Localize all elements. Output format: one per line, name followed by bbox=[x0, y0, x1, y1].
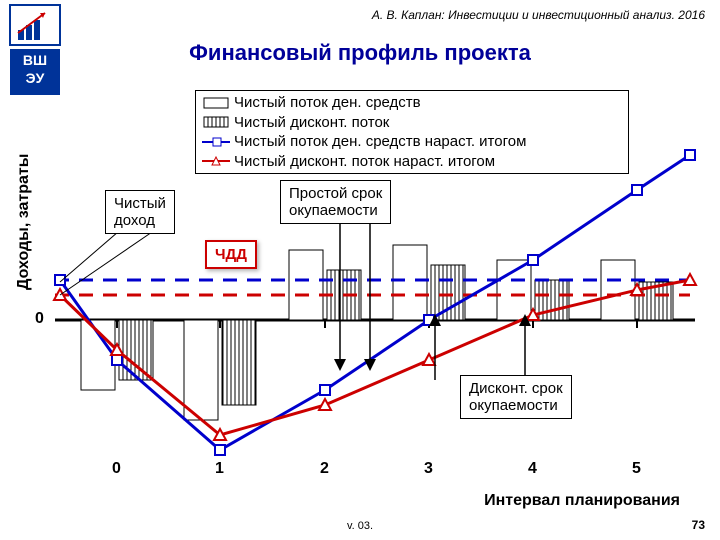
svg-text:ЭУ: ЭУ bbox=[26, 70, 45, 86]
x-tick: 2 bbox=[320, 460, 329, 478]
x-axis-label: Интервал планирования bbox=[484, 492, 680, 510]
x-tick: 0 bbox=[112, 460, 121, 478]
x-tick: 1 bbox=[215, 460, 224, 478]
header-text: А. В. Каплан: Инвестиции и инвестиционны… bbox=[372, 8, 705, 22]
y-axis-label: Доходы, затраты bbox=[15, 154, 33, 290]
legend-label: Чистый дисконт. поток нараст. итогом bbox=[234, 152, 495, 172]
zero-label: 0 bbox=[35, 310, 44, 328]
page-title: Финансовый профиль проекта bbox=[0, 40, 720, 66]
legend-label: Чистый поток ден. средств нараст. итогом bbox=[234, 132, 526, 152]
footer-version: v. 03. bbox=[347, 520, 373, 532]
footer-page: 73 bbox=[692, 518, 705, 532]
legend: Чистый поток ден. средств Чистый дисконт… bbox=[195, 90, 629, 174]
callout-payback-disc: Дисконт. срок окупаемости bbox=[460, 375, 572, 419]
callout-payback-simple: Простой срок окупаемости bbox=[280, 180, 391, 224]
chart: Чистый доход ЧДД Простой срок окупаемост… bbox=[65, 90, 695, 470]
callout-netincome: Чистый доход bbox=[105, 190, 175, 234]
legend-label: Чистый дисконт. поток bbox=[234, 113, 389, 133]
callout-npv: ЧДД bbox=[205, 240, 257, 269]
legend-label: Чистый поток ден. средств bbox=[234, 93, 421, 113]
x-tick: 5 bbox=[632, 460, 641, 478]
x-tick: 4 bbox=[528, 460, 537, 478]
x-tick: 3 bbox=[424, 460, 433, 478]
